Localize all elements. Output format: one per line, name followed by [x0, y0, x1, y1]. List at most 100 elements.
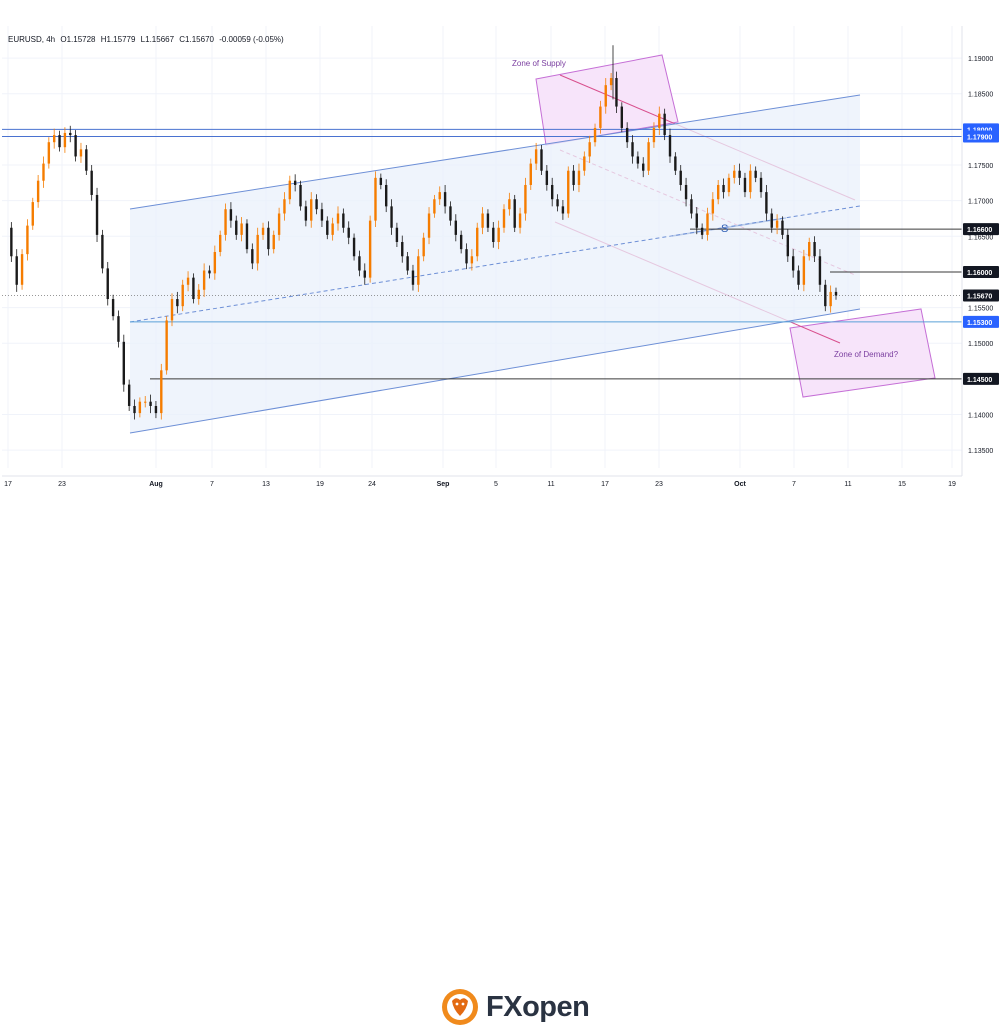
candle-body [738, 170, 741, 178]
candle-body [101, 234, 104, 269]
candle-body [202, 270, 206, 290]
candle-body [540, 149, 543, 171]
x-tick-label: 5 [494, 481, 498, 488]
candle-body [550, 184, 554, 200]
candle-body [117, 316, 120, 342]
candle-body [647, 142, 650, 171]
y-tick-label: 1.17000 [968, 199, 993, 206]
candle-body [31, 202, 34, 226]
logo-open: open [522, 990, 590, 1023]
candle-body [144, 401, 147, 403]
candle-body [245, 223, 249, 250]
candle-body [261, 227, 265, 235]
candle-body [283, 199, 286, 214]
x-tick-label: Oct [734, 481, 746, 488]
candle-body [497, 227, 500, 243]
y-tick-label: 1.16500 [968, 234, 993, 241]
candle-body [695, 213, 698, 228]
candle-body [583, 156, 586, 171]
candle-body [304, 206, 308, 221]
candle-body [213, 251, 217, 274]
candle-body [138, 401, 142, 414]
x-tick-label: 23 [655, 481, 663, 488]
candle-body [770, 213, 773, 228]
price-label-box [963, 315, 999, 328]
candle-body [834, 291, 838, 296]
candle-body [374, 177, 377, 221]
candle-body [368, 220, 372, 278]
x-tick-label: 24 [368, 481, 376, 488]
candle-body [759, 177, 763, 193]
candle-body [331, 223, 334, 235]
price-label-box [963, 265, 999, 278]
candle-body [620, 106, 624, 128]
ticker-header: EURUSD, 4h O1.15728 H1.15779 L1.15667 C1… [8, 35, 287, 44]
candle-body [797, 270, 800, 285]
y-tick-label: 1.15000 [968, 341, 993, 348]
price-label-text: 1.15300 [967, 320, 992, 327]
candle-body [176, 299, 179, 307]
candle-body [208, 270, 211, 274]
price-axis: 1.19000 1.18500 1.17500 1.17000 1.16500 1.155… [961, 26, 999, 476]
candle-body [524, 184, 527, 214]
candle-body [326, 220, 329, 235]
candle-body [508, 199, 511, 210]
y-tick-label: 1.14000 [968, 413, 993, 420]
candle-body [235, 220, 238, 235]
candle-body [781, 220, 784, 235]
ticker-low: L1.15667 [140, 35, 175, 44]
candle-body [224, 209, 227, 235]
logo-fx: FX [486, 990, 523, 1023]
candle-body [433, 199, 436, 214]
x-tick-label: 7 [792, 481, 796, 488]
y-tick-label: 1.15500 [968, 306, 993, 313]
candle-body [58, 135, 61, 148]
x-tick-label: 19 [948, 481, 956, 488]
candle-body [122, 341, 126, 385]
candle-body [427, 213, 431, 238]
zone-of-supply-label: Zone of Supply [512, 59, 566, 68]
candle-body [336, 213, 340, 224]
candle-body [310, 199, 313, 221]
candle-body [609, 78, 613, 86]
candle-body [106, 268, 109, 300]
candle-body [127, 384, 131, 406]
x-tick-label: 13 [262, 481, 270, 488]
candle-body [401, 242, 404, 257]
price-label-text: 1.16000 [967, 270, 992, 277]
candle-body [449, 206, 452, 221]
candle-body [15, 256, 18, 285]
candle-body [743, 177, 747, 193]
candle-body [69, 132, 72, 136]
channel-fill [130, 95, 860, 433]
candle-body [133, 405, 136, 414]
candle-body [765, 192, 768, 214]
x-tick-label: 17 [601, 481, 609, 488]
candle-body [363, 270, 366, 278]
chart-frame: Zone of Supply Zone of Demand? S 1.19000… [0, 0, 1000, 490]
candle-body [824, 284, 827, 307]
x-tick-label: 11 [844, 481, 851, 488]
candle-body [545, 170, 549, 185]
candle-body [256, 234, 259, 264]
candle-body [802, 256, 806, 285]
levels [2, 128, 962, 380]
candle-body [390, 206, 393, 228]
x-tick-label: 11 [547, 481, 554, 488]
candle-body [716, 184, 720, 200]
fxopen-logo: FXopen [440, 987, 590, 1027]
candle-body [791, 256, 795, 271]
candle-body [379, 177, 383, 185]
x-tick-label: Aug [149, 481, 163, 488]
candle-body [20, 254, 24, 285]
chart-svg: Zone of Supply Zone of Demand? S 1.19000… [0, 0, 1000, 490]
price-label-box [963, 223, 999, 236]
candle-body [470, 256, 474, 264]
channel [129, 94, 861, 434]
candle-body [251, 249, 254, 264]
candle-body [518, 213, 522, 228]
candle-body [775, 220, 779, 228]
candle-body [727, 177, 731, 193]
candle-body [170, 299, 174, 321]
candle-body [700, 227, 704, 235]
